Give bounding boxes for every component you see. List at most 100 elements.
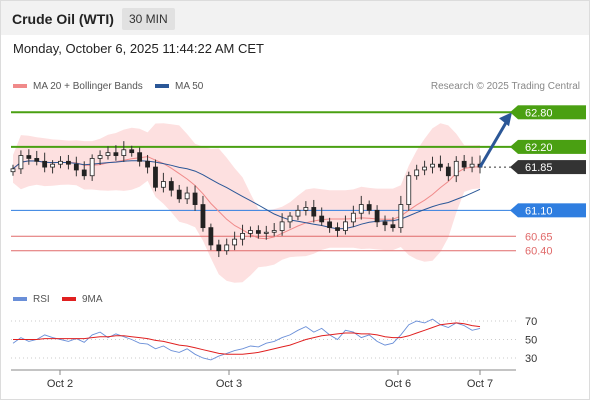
level-label-62-20: 62.20 — [525, 142, 553, 154]
candle — [224, 238, 230, 255]
candle — [248, 226, 253, 238]
price-levels — [11, 111, 516, 252]
forecast-arrow-head — [499, 112, 512, 127]
level-label-61-85: 61.85 — [525, 162, 553, 174]
rsi-9ma-line — [13, 322, 481, 355]
price-level-labels: 62.80 62.20 61.85 61.10 60.65 60.40 — [510, 105, 586, 258]
timeframe-badge[interactable]: 30 MIN — [122, 8, 175, 30]
legend-label-rsi: RSI — [33, 294, 50, 305]
rsi-tick-50: 50 — [525, 335, 537, 347]
candle — [137, 147, 143, 167]
candle — [366, 200, 372, 215]
candle — [390, 217, 396, 232]
level-badge-62-20 — [518, 139, 586, 154]
candle — [358, 195, 364, 220]
legend-label-ma20: MA 20 + Bollinger Bands — [33, 81, 143, 92]
level-label-60-40: 60.40 — [525, 246, 553, 258]
legend-swatch-ma50 — [155, 84, 169, 88]
candle — [422, 160, 427, 176]
candle — [184, 186, 190, 204]
candle — [335, 222, 340, 237]
level-badge-pointer — [510, 105, 518, 120]
candle — [414, 164, 420, 180]
candle — [232, 231, 238, 251]
candle — [26, 149, 32, 165]
candle — [382, 215, 388, 232]
x-tick-label: Oct 7 — [467, 378, 493, 390]
candle — [255, 225, 261, 239]
bollinger-bands — [13, 123, 480, 283]
x-tick-label: Oct 2 — [47, 378, 73, 390]
candle — [343, 215, 348, 235]
candle — [129, 145, 135, 157]
candle — [406, 171, 412, 211]
candle — [200, 195, 206, 232]
candle — [303, 201, 309, 216]
rsi-line — [12, 318, 481, 361]
level-label-60-65: 60.65 — [525, 231, 553, 243]
rsi-tick-30: 30 — [525, 353, 537, 365]
rsi-panel: 70 50 30 — [11, 316, 537, 365]
copyright-label: Research © 2025 Trading Central — [431, 81, 580, 92]
candle — [438, 155, 443, 172]
level-badge-pointer — [510, 203, 518, 218]
candle — [398, 195, 404, 233]
candle — [160, 172, 166, 193]
rsi-tick-70: 70 — [525, 316, 537, 328]
title-bar: Crude Oil (WTI) 30 MIN — [1, 1, 589, 35]
candle — [73, 156, 79, 177]
x-tick-label: Oct 3 — [216, 378, 242, 390]
forecast-arrow — [478, 112, 512, 168]
candle — [208, 223, 214, 251]
candle — [327, 217, 333, 233]
candle — [58, 156, 63, 169]
chart-timestamp: Monday, October 6, 2025 11:44:22 AM CET — [13, 41, 264, 56]
candle — [279, 213, 285, 236]
candle — [287, 212, 293, 229]
candle — [168, 177, 174, 197]
candle — [105, 146, 111, 160]
candle — [192, 185, 198, 211]
level-badge-61-10 — [518, 203, 586, 218]
candle — [18, 150, 24, 175]
level-label-61-10: 61.10 — [525, 205, 553, 217]
candle — [469, 156, 475, 173]
legend-label-ma50: MA 50 — [175, 81, 204, 92]
bollinger-band-area — [13, 123, 480, 283]
candle — [453, 156, 459, 183]
candle — [10, 164, 16, 176]
candle — [430, 156, 435, 174]
level-badge-pointer — [510, 139, 518, 154]
candle — [461, 154, 467, 172]
candle — [374, 205, 380, 228]
legend-swatch-ma20 — [13, 84, 27, 88]
candle — [66, 154, 71, 170]
legend-label-9ma: 9MA — [82, 294, 103, 305]
candle — [81, 161, 87, 180]
candle — [350, 205, 356, 228]
candle — [113, 145, 119, 161]
candle — [121, 141, 127, 162]
x-axis-ticks: Oct 2 Oct 3 Oct 6 Oct 7 — [47, 370, 493, 390]
candle — [89, 154, 95, 181]
legend-swatch-9ma — [62, 297, 76, 301]
candle — [319, 207, 325, 226]
level-badge-pointer — [510, 160, 518, 175]
forecast-arrow-shaft — [478, 118, 510, 168]
candle — [153, 159, 158, 192]
candle — [263, 225, 269, 240]
candle — [240, 224, 245, 246]
legend-swatch-rsi — [13, 297, 27, 301]
candle — [97, 150, 103, 165]
x-tick-label: Oct 6 — [385, 378, 411, 390]
instrument-title: Crude Oil (WTI) — [12, 11, 114, 27]
candle — [216, 239, 222, 258]
candle — [295, 205, 301, 221]
candle — [176, 184, 182, 203]
level-badge-62-80 — [518, 105, 586, 120]
candle — [271, 223, 277, 237]
candle — [42, 152, 48, 173]
candle — [34, 150, 40, 166]
candle — [145, 154, 150, 174]
